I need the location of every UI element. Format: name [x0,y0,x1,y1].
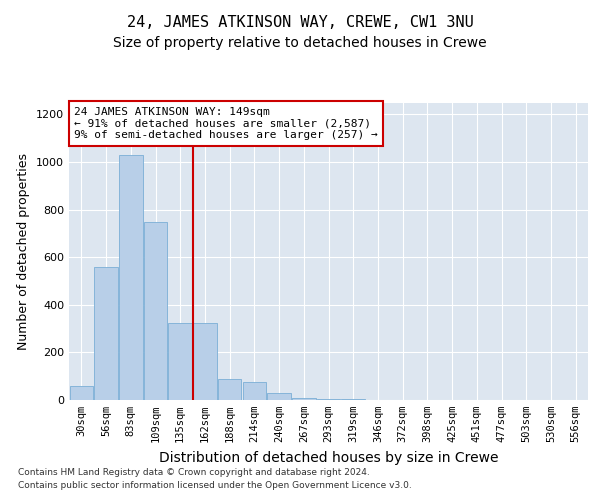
Bar [70,386,93,400]
X-axis label: Distribution of detached houses by size in Crewe: Distribution of detached houses by size … [159,450,498,464]
Bar [242,382,266,400]
Bar [292,398,316,400]
Text: 24 JAMES ATKINSON WAY: 149sqm
← 91% of detached houses are smaller (2,587)
9% of: 24 JAMES ATKINSON WAY: 149sqm ← 91% of d… [74,107,378,140]
Bar [119,155,143,400]
Bar [193,322,217,400]
Bar [169,322,192,400]
Bar [94,267,118,400]
Text: Contains public sector information licensed under the Open Government Licence v3: Contains public sector information licen… [18,480,412,490]
Text: 24, JAMES ATKINSON WAY, CREWE, CW1 3NU: 24, JAMES ATKINSON WAY, CREWE, CW1 3NU [127,15,473,30]
Y-axis label: Number of detached properties: Number of detached properties [17,153,31,350]
Bar [317,399,340,400]
Bar [144,222,167,400]
Bar [218,379,241,400]
Bar [341,399,365,400]
Text: Contains HM Land Registry data © Crown copyright and database right 2024.: Contains HM Land Registry data © Crown c… [18,468,370,477]
Bar [268,393,291,400]
Text: Size of property relative to detached houses in Crewe: Size of property relative to detached ho… [113,36,487,50]
